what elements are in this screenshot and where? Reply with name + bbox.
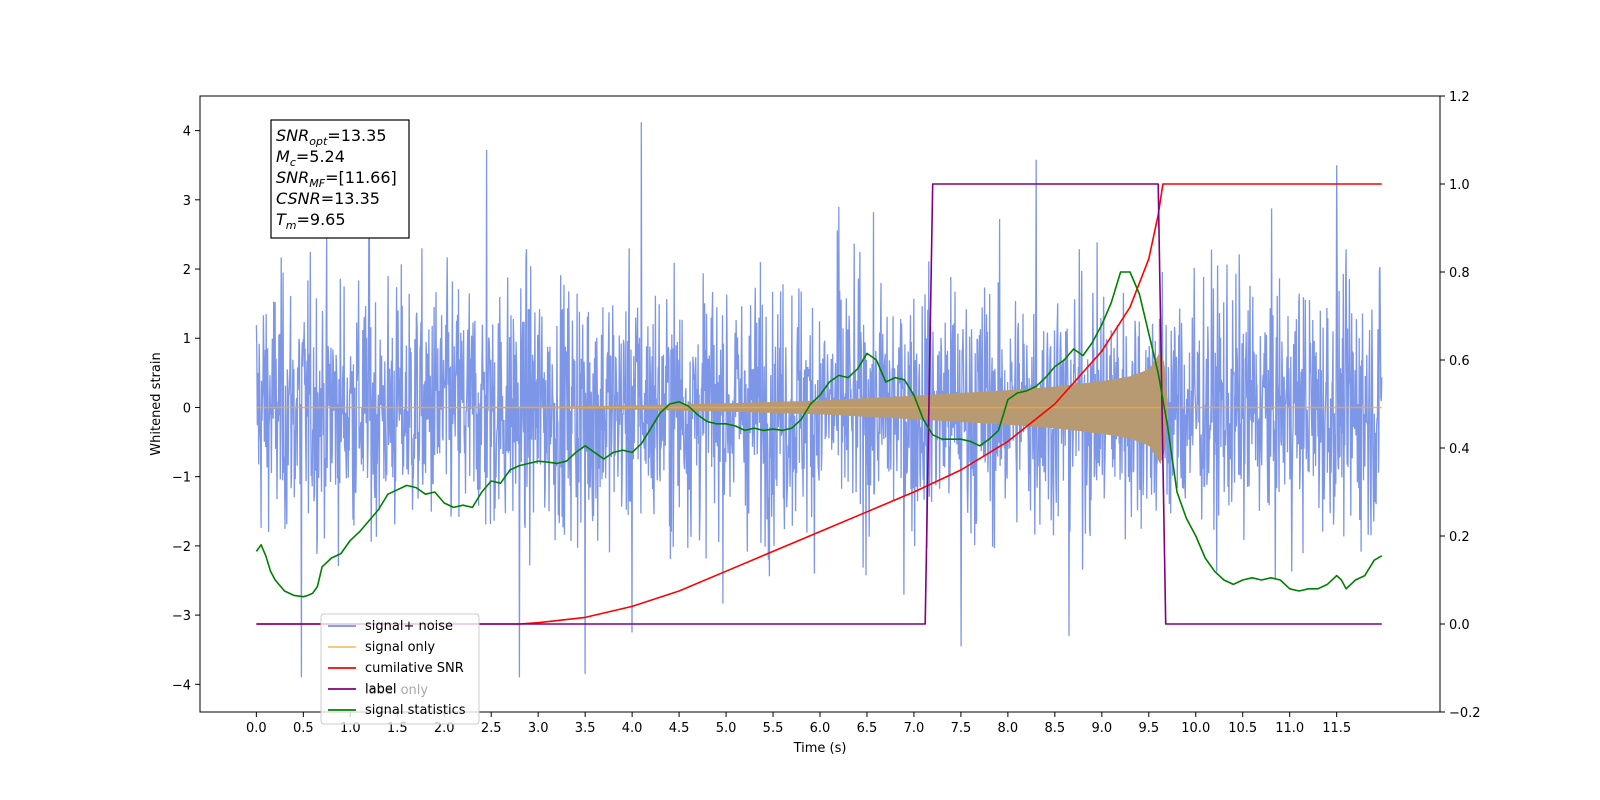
annotation-box: SNRopt=13.35Mc=5.24SNRMF=[11.66]CSNR=13.… — [270, 119, 410, 239]
legend-label: signal+ noise — [365, 619, 453, 634]
y-left-tick-label: −2 — [172, 540, 191, 555]
x-tick-label: 5.5 — [763, 721, 784, 736]
legend-frame — [320, 613, 480, 725]
legend: label only signal+ noise signal only cumila… — [320, 613, 480, 725]
x-tick-label: 7.5 — [951, 721, 972, 736]
y-right-tick-label: 0.8 — [1449, 266, 1470, 281]
series-signal-statistics-line — [255, 271, 1383, 598]
y-left-tick-label: −1 — [172, 471, 191, 486]
y-right-tick-label: 1.0 — [1449, 178, 1470, 193]
y-left-tick-label: 4 — [183, 125, 191, 140]
series-cumulative-snr-line — [256, 183, 1382, 625]
y-right-tick-label: 0.6 — [1449, 354, 1470, 369]
y-right-tick-label: 0.2 — [1449, 530, 1470, 545]
axis-ticks: 0.0 0.5 1.0 1.5 2.0 2.5 3.0 3.5 4.0 4.5 5.0 5.5 6.0 6… — [172, 90, 1481, 736]
x-tick-label: 6.5 — [857, 721, 878, 736]
annotation-line: SNRopt=13.35 — [276, 126, 387, 148]
annotation-line: CSNR=13.35 — [276, 189, 380, 208]
y-left-tick-label: 3 — [183, 194, 191, 209]
y-right-tick-label: 0.0 — [1449, 618, 1470, 633]
x-tick-label: 9.5 — [1138, 721, 1159, 736]
x-tick-label: 4.5 — [669, 721, 690, 736]
x-axis-label: Time (s) — [793, 741, 847, 756]
x-tick-label: 2.5 — [481, 721, 502, 736]
legend-overlapped-text: label only — [365, 683, 428, 698]
x-tick-label: 6.0 — [810, 721, 831, 736]
y-left-tick-label: 0 — [183, 401, 191, 416]
y-left-tick-label: −4 — [172, 678, 191, 693]
x-tick-label: 11.0 — [1275, 721, 1304, 736]
x-tick-label: 3.0 — [528, 721, 549, 736]
x-tick-label: 5.0 — [716, 721, 737, 736]
y-left-tick-label: −3 — [172, 609, 191, 624]
plot-area — [255, 122, 1383, 678]
legend-label: signal statistics — [365, 703, 466, 718]
y-right-tick-label: 1.2 — [1449, 90, 1470, 105]
series-signal-noise-line — [255, 122, 1383, 678]
annotation-frame — [270, 119, 410, 239]
legend-label: label — [365, 682, 396, 697]
y-left-tick-label: 2 — [183, 263, 191, 278]
series-label-line — [256, 183, 1382, 625]
annotation-line: Tm=9.65 — [276, 210, 346, 232]
y-axis-label-left: Whitened strain — [149, 352, 164, 455]
y-right-tick-label: −0.2 — [1449, 706, 1481, 721]
x-tick-label: 8.5 — [1045, 721, 1066, 736]
annotation-line: SNRMF=[11.66] — [276, 168, 397, 190]
legend-label: cumilative SNR — [365, 661, 464, 676]
x-tick-label: 10.0 — [1181, 721, 1210, 736]
x-tick-label: 1.0 — [340, 721, 361, 736]
x-tick-label: 3.5 — [575, 721, 596, 736]
x-tick-label: 8.0 — [998, 721, 1019, 736]
x-tick-label: 0.5 — [293, 721, 314, 736]
x-tick-label: 11.5 — [1322, 721, 1351, 736]
annotation-line: Mc=5.24 — [276, 147, 345, 169]
legend-label: signal only — [365, 640, 435, 655]
y-right-tick-label: 0.4 — [1449, 442, 1470, 457]
x-tick-label: 0.0 — [246, 721, 267, 736]
x-tick-label: 10.5 — [1228, 721, 1257, 736]
x-tick-label: 7.0 — [904, 721, 925, 736]
x-tick-label: 4.0 — [622, 721, 643, 736]
y-left-tick-label: 1 — [183, 332, 191, 347]
x-tick-label: 1.5 — [387, 721, 408, 736]
x-tick-label: 2.0 — [434, 721, 455, 736]
x-tick-label: 9.0 — [1091, 721, 1112, 736]
